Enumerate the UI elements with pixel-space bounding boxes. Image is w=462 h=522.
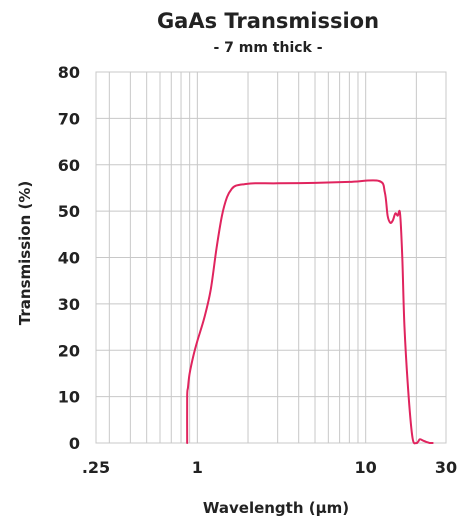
chart-subtitle: - 7 mm thick -	[213, 40, 322, 56]
x-tick-label: 10	[355, 458, 377, 477]
x-tick-label: 1	[192, 458, 203, 477]
chart-title: GaAs Transmission	[157, 9, 379, 33]
x-axis-label: Wavelength (μm)	[203, 499, 349, 517]
x-tick-label: .25	[82, 458, 110, 477]
y-tick-label: 0	[69, 434, 80, 453]
y-tick-label: 70	[58, 109, 80, 128]
y-tick-label: 50	[58, 202, 80, 221]
plot-frame	[95, 71, 447, 444]
y-tick-label: 10	[58, 388, 80, 407]
y-tick-label: 20	[58, 341, 80, 360]
x-tick-label: 30	[435, 458, 457, 477]
y-axis-label: Transmission (%)	[16, 181, 34, 325]
grid	[95, 71, 447, 444]
series-layer	[186, 179, 434, 445]
axis-ticks: 0 10 20 30 40 50 60 70 80 .25 1 10 30	[58, 63, 457, 477]
y-tick-label: 30	[58, 295, 80, 314]
y-tick-label: 80	[58, 63, 80, 82]
transmission-series-line	[186, 179, 434, 445]
y-tick-label: 40	[58, 249, 80, 268]
y-tick-label: 60	[58, 156, 80, 175]
